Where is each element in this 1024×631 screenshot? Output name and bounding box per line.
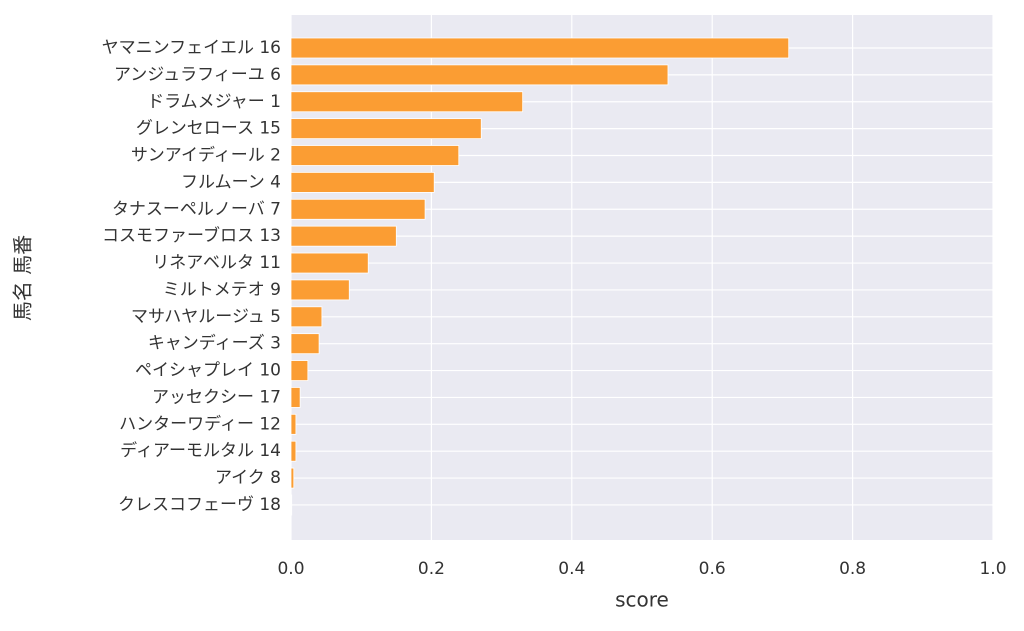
y-tick-label: ペイシャプレイ 10 (135, 361, 281, 381)
bar (290, 198, 426, 220)
y-tick-label: ヤマニンフェイエル 16 (102, 38, 281, 58)
y-tick-label: タナスーペルノーバ 7 (112, 199, 281, 219)
y-tick-label: アイク 8 (215, 468, 281, 488)
y-tick-label: ドラムメジャー 1 (147, 92, 281, 112)
bar (290, 91, 524, 113)
y-tick-label: キャンディーズ 3 (148, 333, 281, 354)
bar (290, 145, 460, 166)
y-tick-label: コスモファーブロス 13 (102, 225, 281, 246)
y-tick-label: ハンターワディー 12 (119, 413, 281, 434)
y-tick-label: サンアイディール 2 (131, 145, 281, 166)
y-tick-label: グレンセロース 15 (136, 119, 281, 139)
bar (290, 306, 323, 328)
y-tick-label: アンジュラフィーユ 6 (114, 65, 281, 85)
y-tick-label: クレスコフェーヴ 18 (118, 495, 281, 515)
bar (290, 413, 297, 435)
bar (290, 171, 435, 193)
x-tick-label: 1.0 (979, 559, 1006, 579)
bar (290, 252, 369, 274)
x-tick-label: 0.0 (277, 559, 304, 579)
bar (290, 494, 293, 516)
bar (290, 37, 790, 59)
x-tick-label: 0.4 (558, 559, 585, 579)
y-tick-label: ミルトメテオ 9 (163, 280, 281, 300)
bar (290, 225, 397, 247)
y-axis-label: 馬名 馬番 (11, 235, 35, 321)
bar (290, 64, 669, 86)
y-tick-label: フルムーン 4 (181, 172, 281, 192)
y-tick-label: リネアベルタ 11 (152, 253, 281, 273)
y-tick-label: マサハヤルージュ 5 (131, 307, 281, 327)
bar (290, 333, 320, 355)
x-tick-label: 0.6 (699, 559, 726, 579)
y-tick-label: ディアーモルタル 14 (120, 440, 281, 461)
bar (290, 467, 295, 489)
bar (290, 360, 309, 381)
x-tick-label: 0.8 (839, 559, 866, 579)
bar (290, 440, 297, 462)
bar (290, 279, 350, 301)
x-axis-label: score (615, 588, 669, 612)
bar (290, 118, 482, 140)
y-tick-label: アッセクシー 17 (152, 387, 281, 407)
bar (290, 387, 301, 408)
x-tick-label: 0.2 (418, 559, 445, 579)
